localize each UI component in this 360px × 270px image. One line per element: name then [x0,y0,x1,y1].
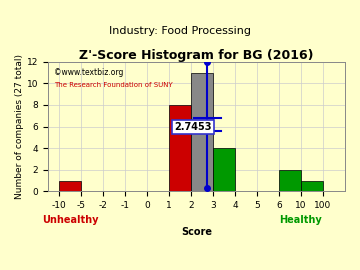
Text: Healthy: Healthy [280,215,322,225]
Bar [169,105,191,191]
Text: ©www.textbiz.org: ©www.textbiz.org [54,68,123,77]
Text: Industry: Food Processing: Industry: Food Processing [109,26,251,36]
Bar [191,73,213,191]
Text: 2.7453: 2.7453 [174,122,212,132]
Y-axis label: Number of companies (27 total): Number of companies (27 total) [15,54,24,199]
Text: Unhealthy: Unhealthy [42,215,98,225]
Bar [59,181,81,191]
X-axis label: Score: Score [181,227,212,237]
Bar [213,148,235,191]
Bar [279,170,301,191]
Title: Z'-Score Histogram for BG (2016): Z'-Score Histogram for BG (2016) [79,49,314,62]
Bar [301,181,323,191]
Text: The Research Foundation of SUNY: The Research Foundation of SUNY [54,83,173,89]
